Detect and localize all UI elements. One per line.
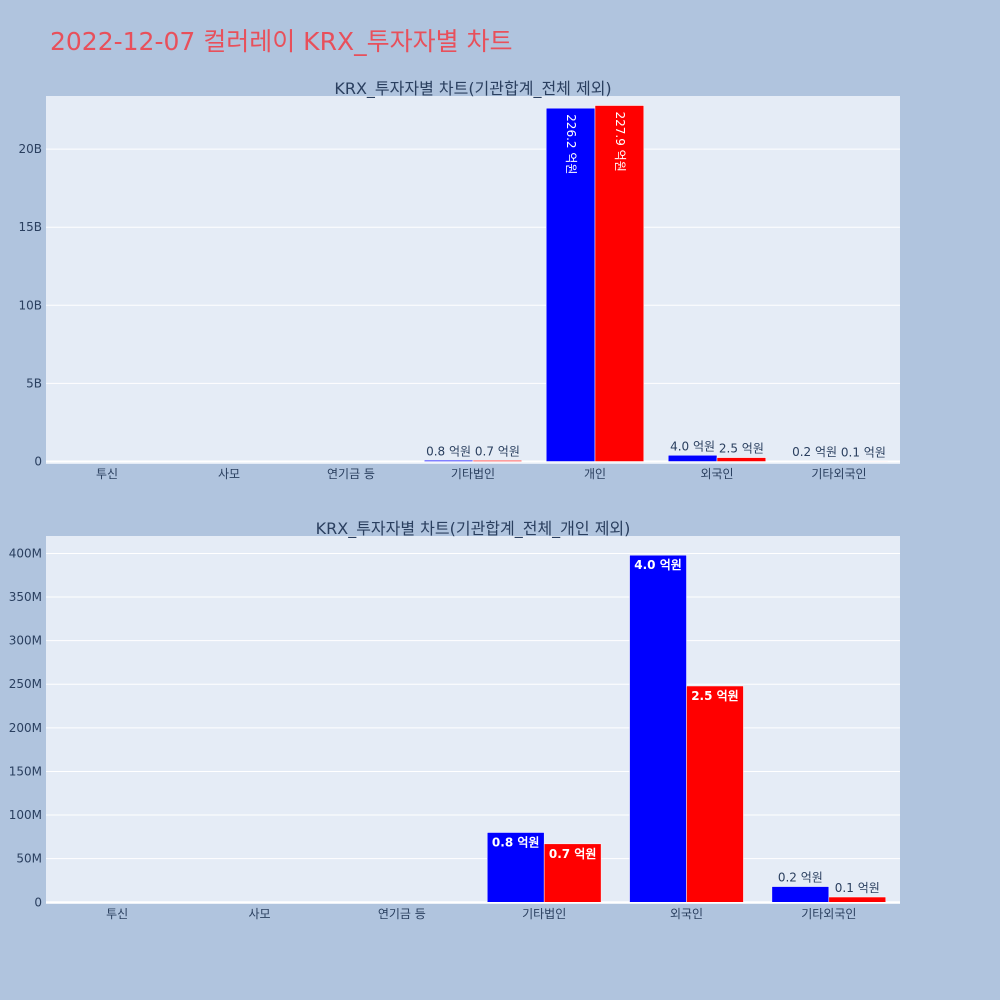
data-label: 0.8 억원: [426, 444, 471, 458]
chart-title: KRX_투자자별 차트(기관합계_전체 제외): [334, 79, 611, 99]
bar: [472, 460, 523, 462]
chart-title: KRX_투자자별 차트(기관합계_전체_개인 제외): [316, 519, 631, 539]
y-tick-label: 350M: [9, 590, 42, 604]
bar: [771, 886, 830, 903]
y-tick-label: 300M: [9, 634, 42, 648]
y-tick-label: 15B: [18, 220, 42, 234]
data-label: 4.0 억원: [670, 439, 715, 453]
data-label: 226.2 억원: [564, 114, 578, 174]
y-tick-label: 250M: [9, 677, 42, 691]
page-title: 2022-12-07 컬러레이 KRX_투자자별 차트: [50, 27, 513, 56]
chart-1: 0 5B 10B 15B 20B KRX_투자자별 차트(기관합계_전체 제외) 투신 사모 연…: [18, 79, 900, 481]
bar: [594, 105, 645, 462]
data-label: 0.1 억원: [835, 881, 880, 895]
x-tick-label: 기타외국인: [811, 467, 866, 481]
x-tick-label: 외국인: [700, 467, 733, 481]
y-tick-label: 100M: [9, 808, 42, 822]
data-label: 0.8 억원: [492, 835, 540, 849]
x-tick-label: 개인: [584, 467, 606, 481]
data-label: 0.7 억원: [475, 444, 520, 458]
data-label: 2.5 억원: [719, 442, 764, 456]
data-label: 227.9 억원: [613, 112, 627, 172]
x-tick-label: 사모: [248, 907, 270, 921]
y-tick-label: 200M: [9, 721, 42, 735]
bar: [686, 685, 744, 903]
data-label: 0.2 억원: [778, 871, 823, 885]
y-tick-label: 10B: [18, 298, 42, 312]
x-tick-label: 연기금 등: [327, 467, 375, 481]
data-label: 4.0 억원: [634, 558, 682, 572]
chart-2: 0 50M 100M 150M 200M 250M 300M 350M 400M KRX_투자자별…: [9, 519, 900, 921]
bar: [423, 460, 474, 462]
data-label: 0.7 억원: [549, 847, 597, 861]
x-tick-label: 외국인: [670, 907, 703, 921]
plot-area: [46, 96, 900, 464]
x-tick-label: 기타법인: [451, 467, 495, 481]
y-tick-label: 400M: [9, 546, 42, 560]
x-tick-label: 투신: [106, 907, 128, 921]
bar: [486, 832, 545, 903]
x-tick-label: 기타외국인: [801, 907, 856, 921]
y-tick-label: 0: [34, 895, 42, 909]
bar: [667, 455, 718, 462]
bar: [716, 457, 767, 462]
bar: [629, 554, 687, 903]
x-tick-label: 투신: [96, 467, 118, 481]
data-label: 2.5 억원: [691, 689, 739, 703]
y-tick-label: 50M: [16, 852, 42, 866]
y-tick-label: 20B: [18, 142, 42, 156]
data-label: 0.2 억원: [792, 445, 837, 459]
y-tick-label: 0: [34, 455, 42, 469]
bar: [828, 896, 887, 903]
plot-area: [46, 536, 900, 904]
y-tick-label: 150M: [9, 764, 42, 778]
data-label: 0.1 억원: [841, 445, 886, 459]
x-tick-label: 사모: [218, 467, 240, 481]
bar: [545, 107, 596, 462]
x-tick-label: 연기금 등: [378, 907, 426, 921]
y-tick-label: 5B: [26, 376, 42, 390]
bar: [543, 843, 602, 903]
x-tick-label: 기타법인: [522, 907, 566, 921]
